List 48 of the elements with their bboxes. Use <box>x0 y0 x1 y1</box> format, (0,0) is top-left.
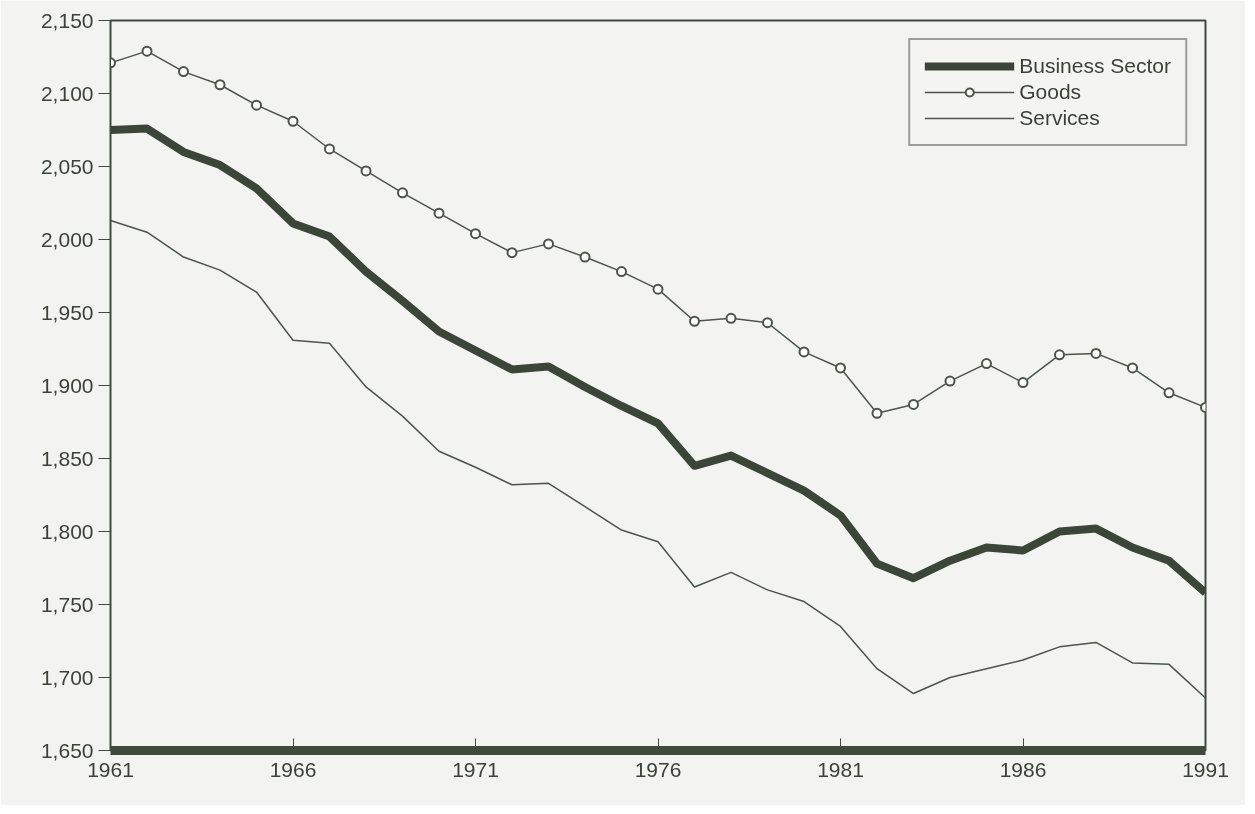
point <box>251 99 262 111</box>
y-tick-label: 1,900 <box>40 373 94 397</box>
legend-label: Business Sector <box>1019 54 1171 78</box>
y-tick-label: 1,750 <box>40 592 94 616</box>
point <box>579 251 591 263</box>
point <box>689 315 700 327</box>
legend-label: Goods <box>1019 80 1082 104</box>
y-tick-label: 1,850 <box>40 446 94 470</box>
point <box>652 283 664 295</box>
x-tick-label: 1971 <box>452 757 499 781</box>
y-tick-label: 2,000 <box>40 227 94 251</box>
y-tick-label: 1,700 <box>40 665 94 689</box>
point <box>178 66 189 78</box>
point <box>1054 349 1065 361</box>
point <box>871 407 883 419</box>
x-tick-label: 1991 <box>1182 757 1229 781</box>
y-tick-label: 2,100 <box>40 81 94 105</box>
point <box>944 375 956 387</box>
x-tick-label: 1966 <box>269 757 317 781</box>
point <box>287 115 299 127</box>
point <box>1090 347 1102 359</box>
point <box>433 207 445 219</box>
point <box>835 362 846 374</box>
x-tick-label: 1986 <box>999 757 1047 781</box>
point <box>1017 377 1029 389</box>
x-tick-label: 1976 <box>634 757 682 781</box>
point <box>762 317 773 329</box>
point <box>141 45 153 57</box>
point <box>397 187 408 199</box>
x-tick-label: 1981 <box>817 757 864 781</box>
point <box>725 312 737 324</box>
y-tick-label: 1,800 <box>40 519 94 543</box>
legend-label: Services <box>1019 106 1100 130</box>
point <box>506 247 518 259</box>
point <box>324 143 335 155</box>
point <box>1127 362 1138 374</box>
point <box>360 165 372 177</box>
point <box>543 238 554 250</box>
point <box>470 228 481 240</box>
point <box>798 346 810 358</box>
point <box>1163 387 1175 399</box>
point <box>981 358 992 370</box>
y-tick-label: 2,050 <box>40 154 94 178</box>
point <box>616 266 627 278</box>
point <box>214 79 226 91</box>
point <box>908 398 919 410</box>
y-tick-label: 2,150 <box>40 8 94 32</box>
y-tick-label: 1,950 <box>40 300 94 324</box>
